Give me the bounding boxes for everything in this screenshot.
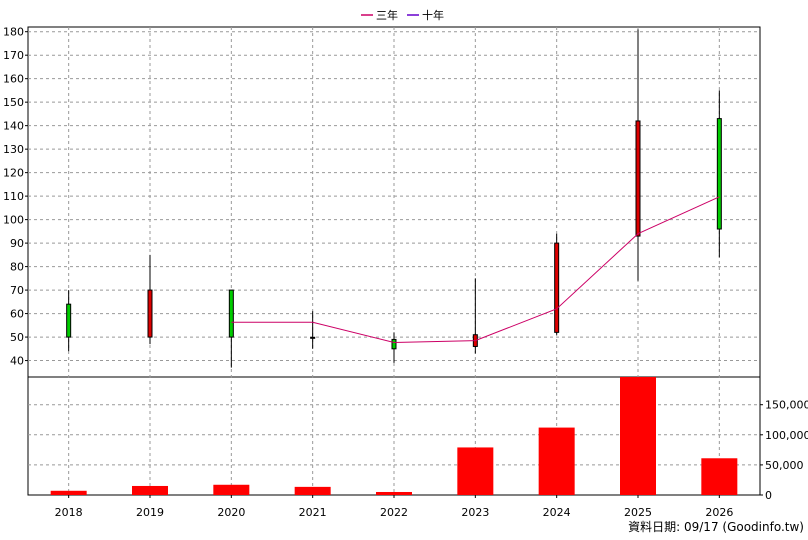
legend-label-ten-year: 十年 (422, 8, 444, 22)
volume-tick-label: 100,000 (765, 429, 808, 442)
price-tick-label: 150 (3, 96, 24, 109)
axis-labels: 40 50 60 70 80 90 100 110 120 130 140 150 160 170 180 0… (3, 26, 808, 519)
candle-body (391, 338, 397, 350)
price-tick-label: 50 (10, 331, 24, 344)
price-tick-label: 170 (3, 49, 24, 62)
volume-tick-label: 0 (765, 489, 772, 502)
price-tick-label: 140 (3, 120, 24, 133)
candle-body (66, 303, 72, 338)
candle-body (635, 120, 641, 237)
candle-body (228, 289, 234, 338)
volume-tick-label: 50,000 (765, 459, 804, 472)
three-year-line (231, 196, 720, 343)
volume-bar (50, 490, 87, 495)
candle-body (310, 336, 316, 339)
x-tick-label: 2022 (380, 506, 408, 519)
x-tick-label: 2018 (55, 506, 83, 519)
price-tick-label: 120 (3, 167, 24, 180)
price-tick-label: 70 (10, 284, 24, 297)
volume-bars (50, 377, 738, 495)
x-tick-label: 2026 (705, 506, 733, 519)
volume-bar (538, 427, 575, 495)
legend-label-three-year: 三年 (376, 8, 398, 22)
volume-tick-label: 150,000 (765, 399, 808, 412)
volume-bar (376, 491, 412, 495)
price-tick-label: 80 (10, 261, 24, 274)
x-tick-label: 2024 (543, 506, 571, 519)
data-date-footer: 資料日期: 09/17 (Goodinfo.tw) (628, 520, 804, 534)
volume-bar (457, 447, 494, 495)
volume-bar (294, 486, 331, 495)
price-candles (66, 29, 722, 368)
candle-body (554, 242, 560, 333)
price-tick-label: 40 (10, 355, 24, 368)
x-tick-label: 2019 (136, 506, 164, 519)
price-tick-label: 160 (3, 73, 24, 86)
price-tick-label: 180 (3, 26, 24, 39)
price-tick-label: 110 (3, 190, 24, 203)
x-tick-label: 2020 (217, 506, 245, 519)
price-tick-label: 130 (3, 143, 24, 156)
candle-body (147, 289, 153, 338)
x-tick-label: 2021 (299, 506, 327, 519)
price-tick-label: 90 (10, 237, 24, 250)
legend: 三年 十年 (361, 8, 444, 22)
price-tick-label: 60 (10, 308, 24, 321)
volume-bar (132, 485, 168, 495)
candle-body (716, 118, 722, 230)
x-tick-label: 2025 (624, 506, 652, 519)
volume-bar (213, 484, 250, 495)
volume-bar (701, 458, 738, 495)
volume-bar (620, 377, 656, 495)
price-tick-label: 100 (3, 214, 24, 227)
x-tick-label: 2023 (461, 506, 489, 519)
